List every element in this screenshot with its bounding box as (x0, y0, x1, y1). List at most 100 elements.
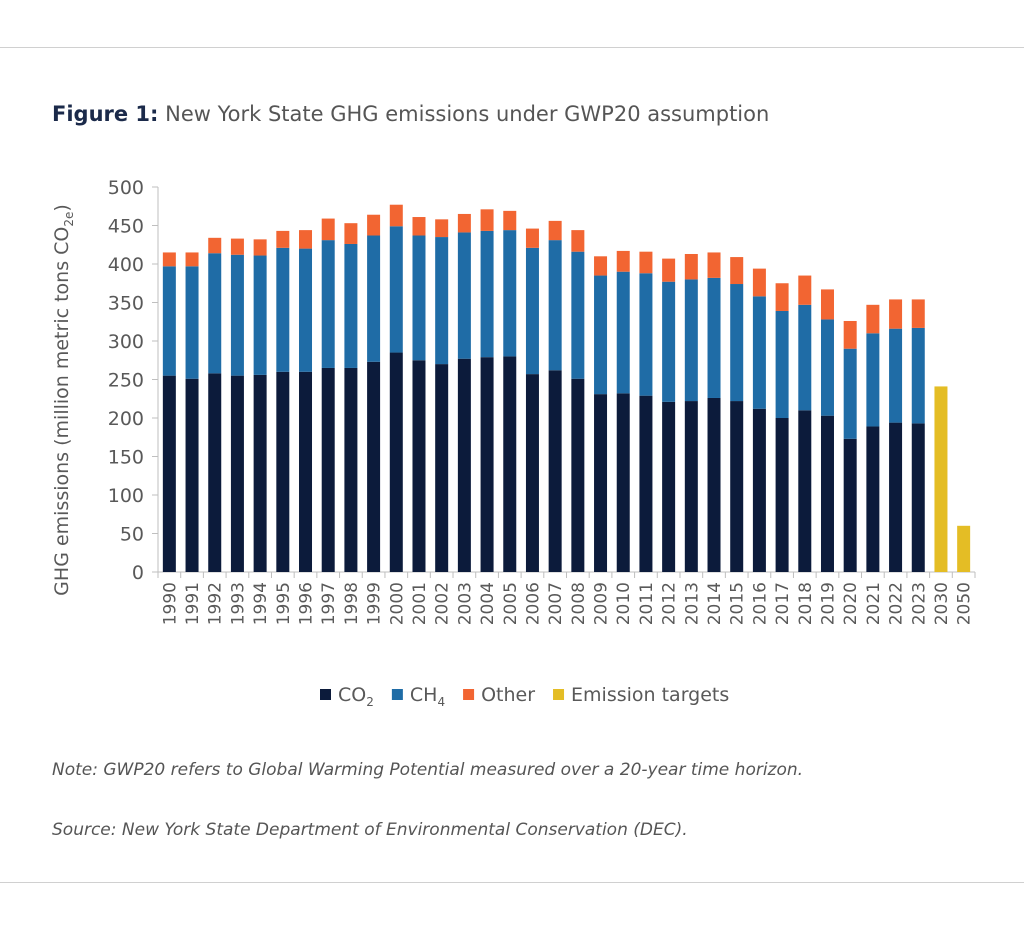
x-tick-label: 1994 (251, 582, 271, 625)
bar-other (253, 239, 267, 256)
x-tick-label: 2018 (796, 582, 816, 625)
x-tick-label: 1998 (342, 582, 362, 625)
bar-co2 (185, 378, 199, 572)
bar-ch4 (299, 248, 313, 372)
x-tick-label: 2030 (932, 582, 952, 625)
bar-other (367, 214, 381, 236)
x-tick-label: 2016 (750, 582, 770, 625)
bar-other (299, 230, 313, 249)
bar-other (548, 220, 562, 241)
bar-co2 (389, 352, 403, 572)
x-tick-label: 2015 (728, 582, 748, 625)
bar-ch4 (684, 279, 698, 402)
bar-other (344, 223, 358, 244)
bar-co2 (503, 356, 517, 572)
bar-co2 (889, 422, 903, 572)
bar-ch4 (752, 296, 766, 409)
y-tick-label: 250 (108, 370, 144, 392)
legend-label: Emission targets (571, 684, 729, 706)
bar-ch4 (230, 254, 244, 376)
y-tick-label: 500 (108, 177, 144, 199)
x-tick-label: 1995 (274, 582, 294, 625)
bar-other (208, 237, 222, 254)
y-tick-label: 100 (108, 485, 144, 507)
bar-co2 (684, 401, 698, 572)
legend-item: CO2 (320, 684, 374, 709)
bar-other (889, 299, 903, 329)
bar-ch4 (525, 247, 539, 375)
figure-label: Figure 1: (52, 102, 159, 126)
bar-co2 (525, 374, 539, 572)
x-tick-label: 2013 (682, 582, 702, 625)
bar-ch4 (616, 271, 630, 394)
bar-co2 (843, 438, 857, 572)
bar-ch4 (276, 247, 290, 372)
legend-item: CH4 (391, 684, 445, 709)
x-tick-label: 2010 (614, 582, 634, 625)
bar-other (775, 283, 789, 311)
x-tick-label: 2014 (705, 582, 725, 625)
bar-co2 (662, 401, 676, 572)
x-tick-label: 2023 (909, 582, 929, 625)
bar-co2 (344, 367, 358, 572)
bar-ch4 (866, 333, 880, 427)
bar-co2 (594, 394, 608, 572)
legend-swatch (463, 689, 475, 700)
x-tick-label: 2006 (523, 582, 543, 625)
x-tick-label: 2011 (637, 582, 657, 625)
bar-co2 (752, 408, 766, 572)
bar-ch4 (253, 255, 267, 375)
bar-other (185, 252, 199, 267)
y-tick-label: 300 (108, 331, 144, 353)
bar-co2 (911, 423, 925, 572)
bar-other (435, 219, 449, 238)
y-tick-label: 450 (108, 216, 144, 238)
y-tick-label: 350 (108, 293, 144, 315)
bar-other (639, 251, 653, 274)
legend-swatch (391, 689, 403, 700)
x-tick-label: 1990 (160, 582, 180, 625)
x-tick-label: 2009 (592, 582, 612, 625)
bar-co2 (367, 361, 381, 572)
legend-item: Emission targets (553, 684, 729, 706)
x-tick-label: 1996 (297, 582, 317, 625)
bar-co2 (730, 401, 744, 572)
bar-ch4 (162, 266, 176, 376)
x-tick-label: 2004 (478, 582, 498, 625)
y-tick-label: 150 (108, 447, 144, 469)
legend-item: Other (463, 684, 535, 706)
x-tick-label: 1991 (183, 582, 203, 625)
bar-co2 (798, 410, 812, 572)
bar-ch4 (843, 348, 857, 439)
x-tick-label: 2012 (660, 582, 680, 625)
bar-other (457, 213, 471, 233)
bar-co2 (707, 397, 721, 572)
top-divider (0, 47, 1024, 48)
bar-other (412, 217, 426, 236)
bar-ch4 (594, 275, 608, 395)
x-tick-label: 1992 (206, 582, 226, 625)
bar-other (866, 304, 880, 334)
bar-other (525, 228, 539, 248)
bar-co2 (480, 357, 494, 572)
bar-other (752, 268, 766, 297)
y-axis-label: GHG emissions (million metric tons CO2e) (51, 204, 76, 596)
bar-co2 (230, 375, 244, 572)
x-tick-label: 2017 (773, 582, 793, 625)
x-tick-label: 2050 (955, 582, 975, 625)
bar-co2 (321, 367, 335, 572)
bar-co2 (548, 370, 562, 572)
bar-ch4 (344, 243, 358, 368)
bar-ch4 (480, 230, 494, 358)
bar-other (321, 218, 335, 241)
y-tick-label: 400 (108, 254, 144, 276)
bar-other (820, 289, 834, 320)
bar-other (503, 210, 517, 231)
bar-ch4 (548, 240, 562, 371)
bar-other (594, 256, 608, 276)
x-tick-label: 1999 (365, 582, 385, 625)
x-tick-label: 2003 (455, 582, 475, 625)
bar-ch4 (185, 266, 199, 379)
bar-other (480, 209, 494, 231)
